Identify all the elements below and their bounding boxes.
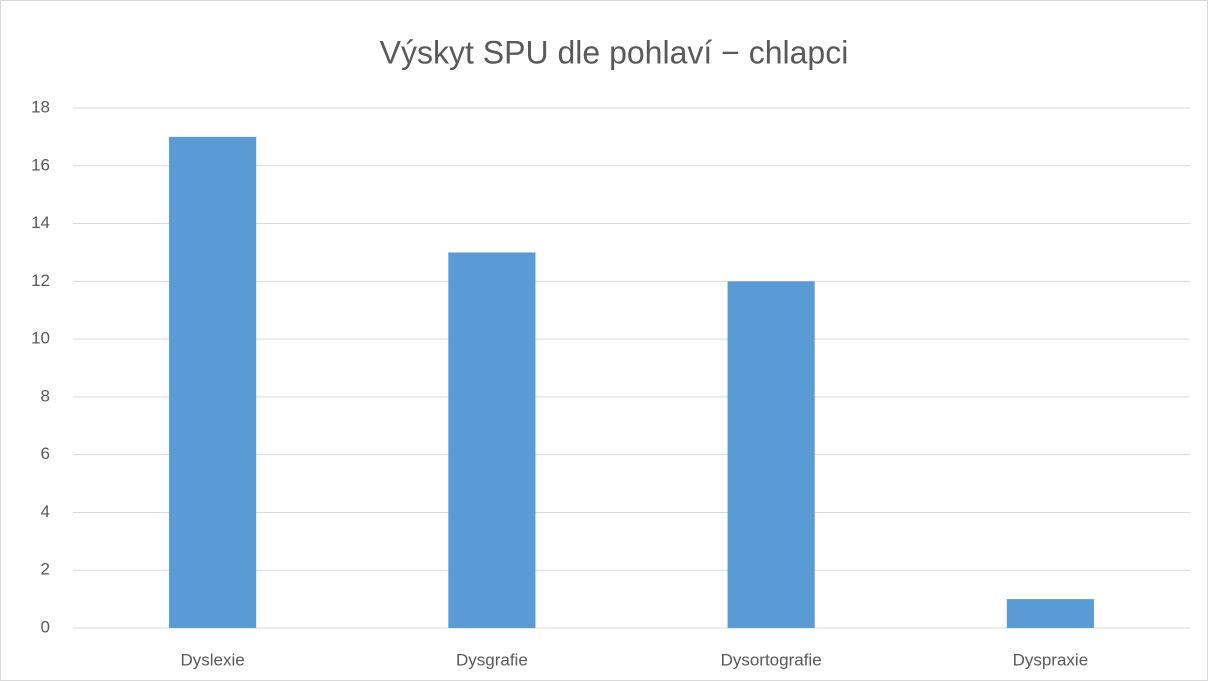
x-tick-label: Dysgrafie — [456, 650, 528, 669]
x-tick-label: Dyslexie — [181, 650, 245, 669]
y-tick-label: 18 — [31, 97, 50, 116]
bar — [448, 252, 536, 628]
y-tick-label: 6 — [41, 444, 50, 463]
y-tick-label: 4 — [41, 502, 50, 521]
x-tick-label: Dysortografie — [721, 650, 822, 669]
y-tick-label: 2 — [41, 560, 50, 579]
chart-title: Výskyt SPU dle pohlaví − chlapci — [380, 34, 849, 70]
y-tick-label: 14 — [31, 213, 50, 232]
y-tick-label: 8 — [41, 386, 50, 405]
y-tick-label: 16 — [31, 155, 50, 174]
y-tick-label: 12 — [31, 271, 50, 290]
bar — [727, 281, 815, 628]
y-tick-label: 0 — [41, 617, 50, 636]
bar — [169, 136, 257, 628]
y-tick-label: 10 — [31, 329, 50, 348]
bar — [1006, 599, 1094, 628]
x-tick-label: Dyspraxie — [1013, 650, 1089, 669]
